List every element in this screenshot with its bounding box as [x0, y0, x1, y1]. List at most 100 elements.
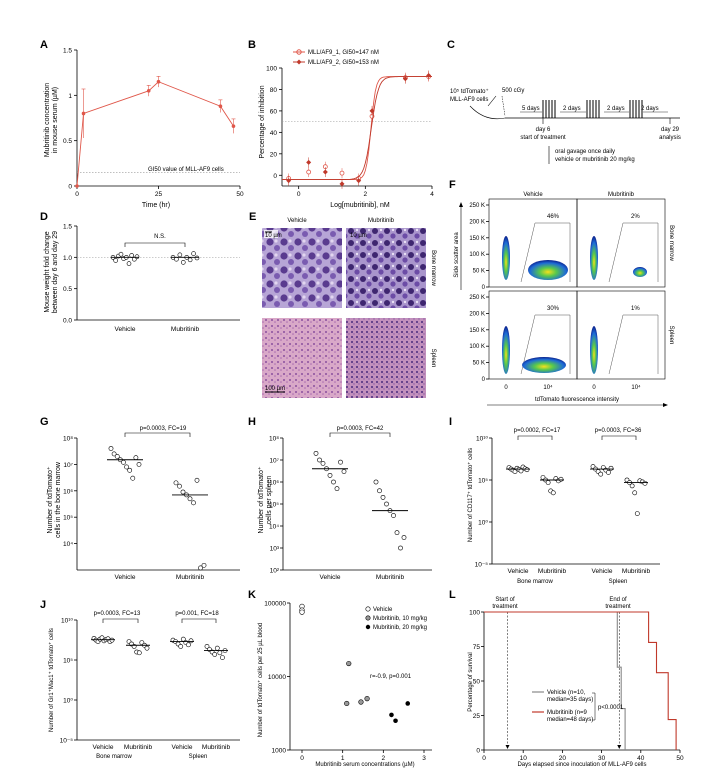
data-point: [111, 451, 117, 457]
y-tick-label: 0: [482, 377, 486, 383]
data-point: [545, 480, 551, 485]
data-point: [178, 644, 184, 649]
fit-curve: [282, 76, 432, 181]
col-label: Mubritinib: [368, 218, 395, 224]
data-point: [339, 170, 345, 176]
data-point: [109, 637, 115, 643]
data-point: [369, 108, 375, 114]
group-label: Spleen: [189, 754, 208, 760]
panel-f-ylabel: Side scatter area: [454, 232, 460, 278]
panel-g: G 10⁸ 10⁷ 10⁶ 10⁵ 10⁴ Vehicle Mubritinib Numbe…: [40, 416, 240, 581]
y-tick-label: 10⁴: [63, 541, 73, 548]
x-tick-label: 10⁴: [543, 384, 553, 391]
panel-d-axes: 0.0 0.5 1.0 1.5 Vehicle Mubritinib: [63, 224, 240, 333]
panel-k-xlabel: Mubritinib serum concentrations (µM): [315, 762, 414, 768]
treatment-ticks: [520, 100, 668, 118]
significance-bracket: [102, 618, 139, 623]
end-arrow: [617, 745, 622, 749]
data-point: [191, 251, 196, 256]
data-point: [313, 450, 319, 456]
start-label: treatment: [492, 604, 518, 610]
legend-item: Vehicle (n=10,: [547, 690, 586, 696]
x-tick-label: 0: [482, 755, 486, 762]
survival-curve: [484, 611, 626, 750]
y-tick-label: 0.0: [63, 318, 72, 325]
x-tick-label: 2: [364, 191, 368, 198]
panel-f: F Vehicle Mubritinib 46% 2% 30% 1% Bone …: [449, 179, 674, 407]
data-point: [642, 480, 648, 486]
data-point: [194, 255, 200, 261]
end-label: treatment: [605, 604, 631, 610]
data-point: [121, 459, 126, 465]
row-label: Spleen: [668, 326, 674, 345]
x-tick-label: 50: [236, 191, 244, 198]
gavage-label-2: vehicle or mubritinib 20 mg/kg: [555, 157, 635, 163]
significance-bracket: [124, 432, 191, 437]
y-tick-label: 10⁸: [63, 436, 73, 443]
row-label: Bone marrow: [430, 250, 436, 286]
x-tick-label: 3: [422, 755, 426, 762]
panel-g-significance: p=0.0003, FC=19: [140, 426, 187, 432]
y-tick-label: 10⁵: [63, 515, 73, 522]
y-tick-label: 10⁸: [269, 436, 279, 443]
y-tick-label: 100 K: [469, 344, 485, 350]
y-tick-label: 1.5: [63, 48, 72, 55]
x-tick-label: 0: [297, 191, 301, 198]
x-tick-label: Mubritinib: [176, 574, 205, 581]
y-tick-label: 50 K: [473, 361, 485, 367]
y-tick-label: 1.5: [63, 224, 72, 231]
data-point: [634, 511, 640, 516]
x-tick-label: 0: [592, 385, 596, 391]
data-point: [204, 644, 210, 649]
y-tick-label: 200 K: [469, 219, 485, 225]
y-tick-label: 100000: [264, 601, 286, 608]
scale-bar-label: 10 µm: [350, 233, 367, 239]
group-label: Spleen: [609, 579, 628, 585]
data-point: [187, 496, 193, 502]
y-tick-label: 200 K: [469, 311, 485, 317]
gate-percent: 1%: [631, 306, 640, 312]
data-point: [108, 446, 114, 451]
series-line: [76, 81, 234, 187]
data-point: [218, 104, 223, 109]
data-point: [341, 469, 347, 474]
panel-l-ylabel: Percentage of survival: [468, 652, 474, 711]
panel-k-stat: r=-0.9, p=0.001: [370, 674, 412, 680]
col-label: Mubritinib: [608, 192, 635, 198]
x-tick-label: 2: [382, 755, 386, 762]
data-point: [127, 467, 133, 473]
legend-item: MLL/AF9_1, GI50=147 nM: [308, 50, 379, 56]
cells-label-2: MLL-AF9 cells: [450, 97, 488, 103]
y-tick-label: 1000: [272, 748, 287, 755]
panel-i-axes: 10¹⁰ 10⁵ 10⁰ 10⁻⁵ Vehicle Mubritinib Vehicle Mu…: [475, 435, 660, 575]
panel-b-legend: MLL/AF9_1, GI50=147 nM MLL/AF9_2, GI50=1…: [293, 49, 379, 66]
y-tick-label: 10⁵: [269, 502, 279, 509]
x-tick-label: Vehicle: [115, 574, 136, 581]
y-tick-label: 40: [270, 130, 278, 137]
panel-b-axes: 0 20 40 60 80 100 0 2 4: [266, 66, 434, 199]
panel-h-axes: 10⁸ 10⁷ 10⁶ 10⁵ 10⁴ 10³ 10² Vehicle Mubritinib: [269, 432, 432, 581]
y-tick-label: 10¹⁰: [476, 436, 488, 443]
x-tick-label: Mubritinib: [376, 574, 405, 581]
y-tick-label: 10⁰: [478, 520, 488, 527]
x-tick-label: Mubritinib: [538, 568, 567, 575]
x-tick-label: 10: [520, 755, 528, 762]
x-tick-label: 4: [430, 191, 434, 198]
data-point: [126, 261, 132, 266]
y-tick-label: 1: [68, 93, 72, 100]
significance-bracket: [517, 435, 553, 440]
x-tick-label: Vehicle: [115, 326, 136, 333]
data-point: [558, 476, 564, 482]
data-point: [629, 483, 635, 489]
y-tick-label: 10⁻⁵: [60, 738, 74, 745]
data-point: [113, 258, 118, 263]
y-tick-label: 10⁵: [478, 478, 488, 485]
fit-curve: [282, 76, 432, 181]
y-tick-label: 100: [469, 610, 480, 617]
data-point: [393, 718, 398, 724]
data-point: [402, 76, 408, 82]
y-tick-label: 10⁰: [63, 698, 73, 705]
legend-item: median=35 days): [547, 697, 593, 703]
